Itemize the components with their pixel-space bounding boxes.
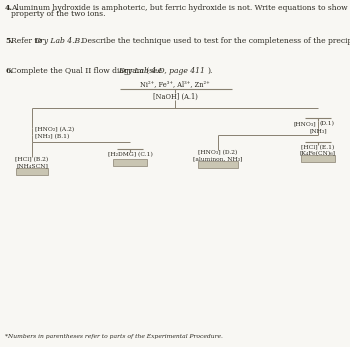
Text: [NH₃] (B.1): [NH₃] (B.1) <box>35 134 69 139</box>
Text: Ni²⁺, Fe³⁺, Al³⁺, Zn²⁺: Ni²⁺, Fe³⁺, Al³⁺, Zn²⁺ <box>140 80 210 88</box>
Text: [NH₄SCN]: [NH₄SCN] <box>16 163 48 168</box>
Text: *Numbers in parentheses refer to parts of the Experimental Procedure.: *Numbers in parentheses refer to parts o… <box>5 334 223 339</box>
Text: [NH₃]: [NH₃] <box>309 128 327 133</box>
Text: [NaOH] (A.1): [NaOH] (A.1) <box>153 93 197 101</box>
Text: 4.: 4. <box>5 4 13 12</box>
Text: 6.: 6. <box>5 67 13 75</box>
Text: Aluminum hydroxide is amphoteric, but ferric hydroxide is not. Write equations t: Aluminum hydroxide is amphoteric, but fe… <box>11 4 350 12</box>
Text: (D.1): (D.1) <box>320 121 335 126</box>
FancyBboxPatch shape <box>301 154 335 161</box>
Text: [H₂DMG] (C.1): [H₂DMG] (C.1) <box>107 152 153 157</box>
FancyBboxPatch shape <box>198 161 238 168</box>
Text: Complete the Qual II flow diagram (see: Complete the Qual II flow diagram (see <box>11 67 164 75</box>
Text: [aluminon, NH₃]: [aluminon, NH₃] <box>193 156 243 161</box>
Text: property of the two ions.: property of the two ions. <box>11 10 105 18</box>
Text: Dry Lab 4.B.: Dry Lab 4.B. <box>34 37 83 45</box>
Text: [HCl] (B.2): [HCl] (B.2) <box>15 157 49 162</box>
Text: [HNO₂] (A.2): [HNO₂] (A.2) <box>35 127 74 132</box>
Text: Refer to: Refer to <box>11 37 44 45</box>
Text: [K₄Fe(CN)₆]: [K₄Fe(CN)₆] <box>300 151 336 156</box>
Text: 5.: 5. <box>5 37 13 45</box>
FancyBboxPatch shape <box>16 168 48 175</box>
Text: [HNO₃] (D.2): [HNO₃] (D.2) <box>198 150 238 155</box>
Text: [HNO₃]: [HNO₃] <box>293 121 316 126</box>
Text: ).: ). <box>207 67 212 75</box>
Text: [HCl] (E.1): [HCl] (E.1) <box>301 145 335 150</box>
FancyBboxPatch shape <box>113 159 147 166</box>
Text: Describe the technique used to test for the completeness of the precipitation of: Describe the technique used to test for … <box>79 37 350 45</box>
Text: Dry Lab 4.D, page 411: Dry Lab 4.D, page 411 <box>118 67 205 75</box>
